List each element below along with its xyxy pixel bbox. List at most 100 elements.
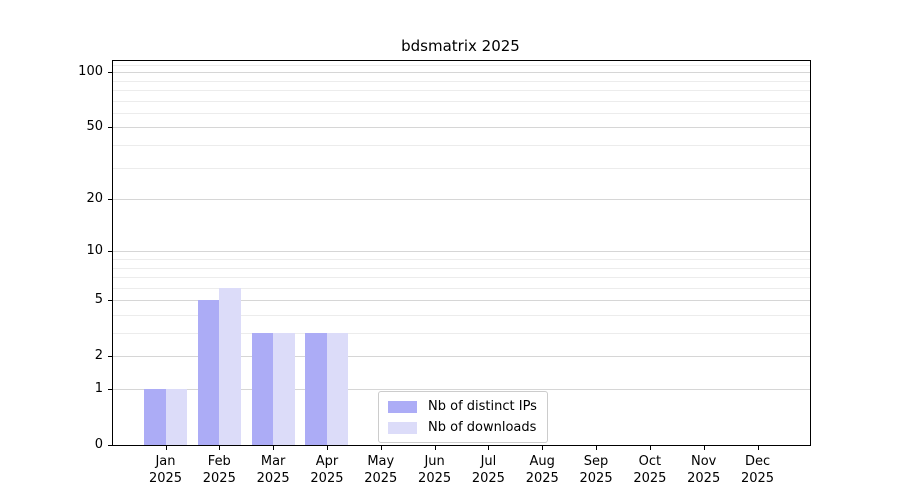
x-tick-label: Dec 2025 xyxy=(726,454,790,487)
legend-label-distinct-ips: Nb of distinct IPs xyxy=(428,399,537,414)
x-tick-label-line: 2025 xyxy=(687,470,721,486)
x-tick-mark xyxy=(326,446,328,450)
minor-gridline xyxy=(113,145,810,146)
bar-distinct-ips-apr xyxy=(305,333,327,445)
x-tick-label-line: Jul xyxy=(480,454,497,469)
x-tick-label: May 2025 xyxy=(349,454,413,487)
x-tick-label-line: May xyxy=(367,454,395,469)
x-tick-mark xyxy=(649,446,651,450)
x-tick-mark xyxy=(596,446,598,450)
x-tick-label-line: Jun xyxy=(424,454,445,469)
x-tick-label: Mar 2025 xyxy=(241,454,305,487)
minor-gridline xyxy=(113,314,810,316)
bar-downloads-feb xyxy=(219,287,241,445)
major-gridline xyxy=(113,389,810,390)
chart-title: bdsmatrix 2025 xyxy=(401,37,520,55)
x-tick-label-line: Oct xyxy=(638,454,662,469)
x-tick-label: Feb 2025 xyxy=(187,454,251,487)
y-tick-label: 10 xyxy=(86,243,103,259)
x-tick-mark xyxy=(380,446,382,450)
legend-swatch-distinct-ips xyxy=(388,400,417,413)
major-gridline xyxy=(113,199,810,201)
x-tick-mark xyxy=(273,446,275,450)
y-tick-mark xyxy=(108,199,112,201)
y-tick-label: 5 xyxy=(94,292,103,308)
x-tick-label-line: 2025 xyxy=(310,470,344,486)
x-tick-label: Jun 2025 xyxy=(403,454,467,487)
y-tick-mark xyxy=(108,389,112,390)
legend: Nb of distinct IPs Nb of downloads xyxy=(378,391,548,443)
y-tick-mark xyxy=(108,445,112,446)
x-tick-label-line: 2025 xyxy=(364,470,398,486)
x-tick-mark xyxy=(542,446,544,450)
x-tick-label-line: 2025 xyxy=(148,470,183,486)
y-tick-label: 20 xyxy=(86,191,103,207)
bar-distinct-ips-jan xyxy=(144,389,166,445)
minor-gridline xyxy=(113,333,810,334)
bar-distinct-ips-feb xyxy=(197,300,220,445)
x-tick-label: Sep 2025 xyxy=(564,454,628,487)
x-tick-label-line: Apr xyxy=(315,454,339,469)
y-tick-mark xyxy=(108,251,112,253)
x-tick-label-line: 2025 xyxy=(633,470,667,486)
major-gridline xyxy=(113,72,810,74)
minor-gridline xyxy=(113,112,810,114)
y-tick-label: 100 xyxy=(78,64,103,80)
y-tick-mark xyxy=(108,72,112,74)
x-tick-label-line: Mar xyxy=(260,454,286,469)
bar-downloads-mar xyxy=(273,333,295,445)
legend-swatch-downloads xyxy=(388,421,417,434)
legend-item-downloads: Nb of downloads xyxy=(388,420,537,435)
major-gridline xyxy=(113,127,810,129)
x-tick-label-line: 2025 xyxy=(418,470,452,486)
major-gridline xyxy=(113,300,810,302)
y-tick-label: 50 xyxy=(86,119,103,135)
x-tick-label: Jul 2025 xyxy=(456,454,520,487)
y-tick-mark xyxy=(108,127,112,129)
x-tick-label-line: Dec xyxy=(744,454,771,469)
y-tick-label: 2 xyxy=(94,348,103,364)
minor-gridline xyxy=(113,267,810,269)
minor-gridline xyxy=(113,258,810,260)
x-tick-mark xyxy=(434,446,436,450)
x-tick-label-line: Sep xyxy=(583,454,609,469)
x-tick-mark xyxy=(757,446,759,450)
y-tick-mark xyxy=(108,356,112,358)
legend-item-distinct-ips: Nb of distinct IPs xyxy=(388,399,537,414)
x-tick-label-line: Feb xyxy=(207,454,231,469)
x-tick-label-line: Jan xyxy=(155,454,176,469)
x-tick-label-line: 2025 xyxy=(202,470,236,486)
minor-gridline xyxy=(113,167,810,169)
minor-gridline xyxy=(113,80,810,82)
x-tick-label-line: 2025 xyxy=(579,470,613,486)
minor-gridline xyxy=(113,287,810,289)
minor-gridline xyxy=(113,277,810,279)
plot-area: Nb of distinct IPs Nb of downloads 0 1 2 5 1… xyxy=(78,60,811,486)
x-tick-label-line: 2025 xyxy=(525,470,559,486)
x-tick-label: Nov 2025 xyxy=(672,454,736,487)
bar-downloads-apr xyxy=(326,333,349,445)
x-tick-label-line: Aug xyxy=(529,454,555,469)
bar-distinct-ips-mar xyxy=(251,333,274,445)
x-tick-label-line: 2025 xyxy=(471,470,505,486)
x-tick-label: Jan 2025 xyxy=(134,454,198,487)
x-tick-mark xyxy=(703,446,705,450)
minor-gridline xyxy=(113,90,810,91)
x-tick-label: Oct 2025 xyxy=(618,454,682,487)
minor-gridline xyxy=(113,100,810,102)
x-tick-label: Apr 2025 xyxy=(295,454,359,487)
x-tick-label: Aug 2025 xyxy=(510,454,574,487)
x-tick-label-line: Nov xyxy=(691,454,717,469)
major-gridline xyxy=(113,251,810,253)
y-tick-label: 1 xyxy=(94,381,103,396)
bar-downloads-jan xyxy=(165,389,187,445)
x-tick-label-line: 2025 xyxy=(256,470,290,486)
major-gridline xyxy=(113,356,810,358)
y-tick-label: 0 xyxy=(94,437,103,452)
minor-gridline xyxy=(113,64,810,66)
x-tick-mark xyxy=(219,446,221,450)
x-tick-label-line: 2025 xyxy=(740,470,775,486)
x-tick-mark xyxy=(488,446,490,450)
x-tick-mark xyxy=(165,446,167,450)
